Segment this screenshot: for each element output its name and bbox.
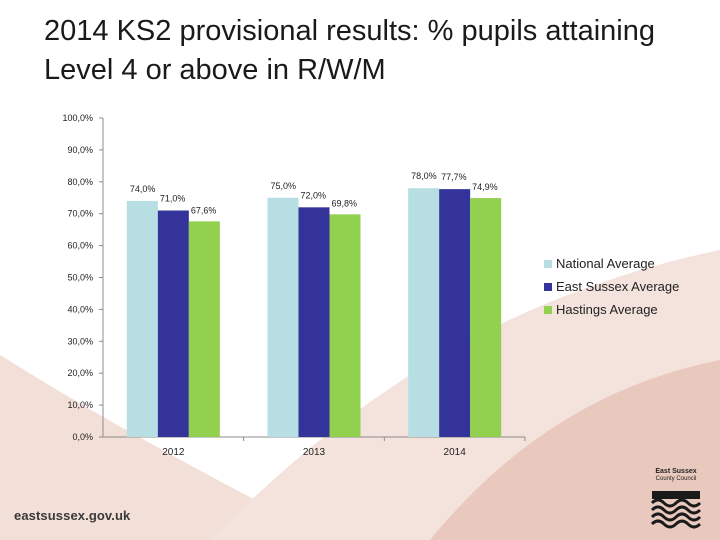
y-tick-label: 90,0%	[67, 145, 93, 155]
bar	[126, 200, 158, 437]
legend-label-east-sussex: East Sussex Average	[556, 279, 680, 294]
logo-name: East Sussex	[655, 468, 697, 475]
legend-item: Hastings Average	[544, 298, 679, 321]
legend-item: National Average	[544, 252, 679, 275]
data-label: 74,0%	[130, 184, 156, 194]
legend-label-national: National Average	[556, 256, 655, 271]
bar	[188, 221, 220, 437]
legend-swatch-east-sussex	[544, 282, 552, 291]
data-label: 74,9%	[472, 182, 498, 192]
footer-website-link[interactable]: eastsussex.gov.uk	[14, 508, 131, 523]
background-swoosh-shape	[430, 360, 720, 540]
bar	[157, 210, 189, 437]
bar	[470, 198, 502, 437]
y-tick-label: 40,0%	[67, 304, 93, 314]
y-tick-label: 0,0%	[72, 432, 93, 442]
legend-label-hastings: Hastings Average	[556, 302, 658, 317]
y-tick-label: 60,0%	[67, 241, 93, 251]
data-label: 78,0%	[411, 171, 437, 181]
legend-swatch-national	[544, 259, 552, 268]
data-label: 69,8%	[332, 198, 358, 208]
x-tick-label: 2012	[162, 447, 185, 458]
y-tick-label: 30,0%	[67, 336, 93, 346]
x-tick-label: 2013	[303, 447, 326, 458]
y-tick-label: 80,0%	[67, 177, 93, 187]
logo-subtitle: County Council	[655, 476, 697, 482]
bar	[298, 207, 330, 437]
bar	[408, 188, 440, 437]
y-tick-label: 10,0%	[67, 400, 93, 410]
data-label: 77,7%	[441, 172, 467, 182]
data-label: 72,0%	[301, 190, 327, 200]
x-tick-label: 2014	[444, 447, 467, 458]
data-label: 71,0%	[160, 194, 186, 204]
bar	[267, 197, 299, 437]
legend-item: East Sussex Average	[544, 275, 679, 298]
slide-title: 2014 KS2 provisional results: % pupils a…	[44, 15, 655, 86]
y-tick-label: 50,0%	[67, 273, 93, 283]
bar	[439, 189, 471, 437]
y-tick-label: 20,0%	[67, 368, 93, 378]
chart-legend: National Average East Sussex Average Has…	[544, 252, 679, 321]
data-label: 67,6%	[191, 205, 217, 215]
background-swoosh-shape	[0, 355, 330, 540]
y-tick-label: 70,0%	[67, 209, 93, 219]
bar	[329, 214, 361, 437]
data-label: 75,0%	[271, 181, 297, 191]
y-tick-label: 100,0%	[62, 113, 93, 123]
logo-emblem-icon	[650, 491, 702, 529]
east-sussex-logo: East Sussex County Council	[644, 468, 708, 533]
legend-swatch-hastings	[544, 305, 552, 314]
